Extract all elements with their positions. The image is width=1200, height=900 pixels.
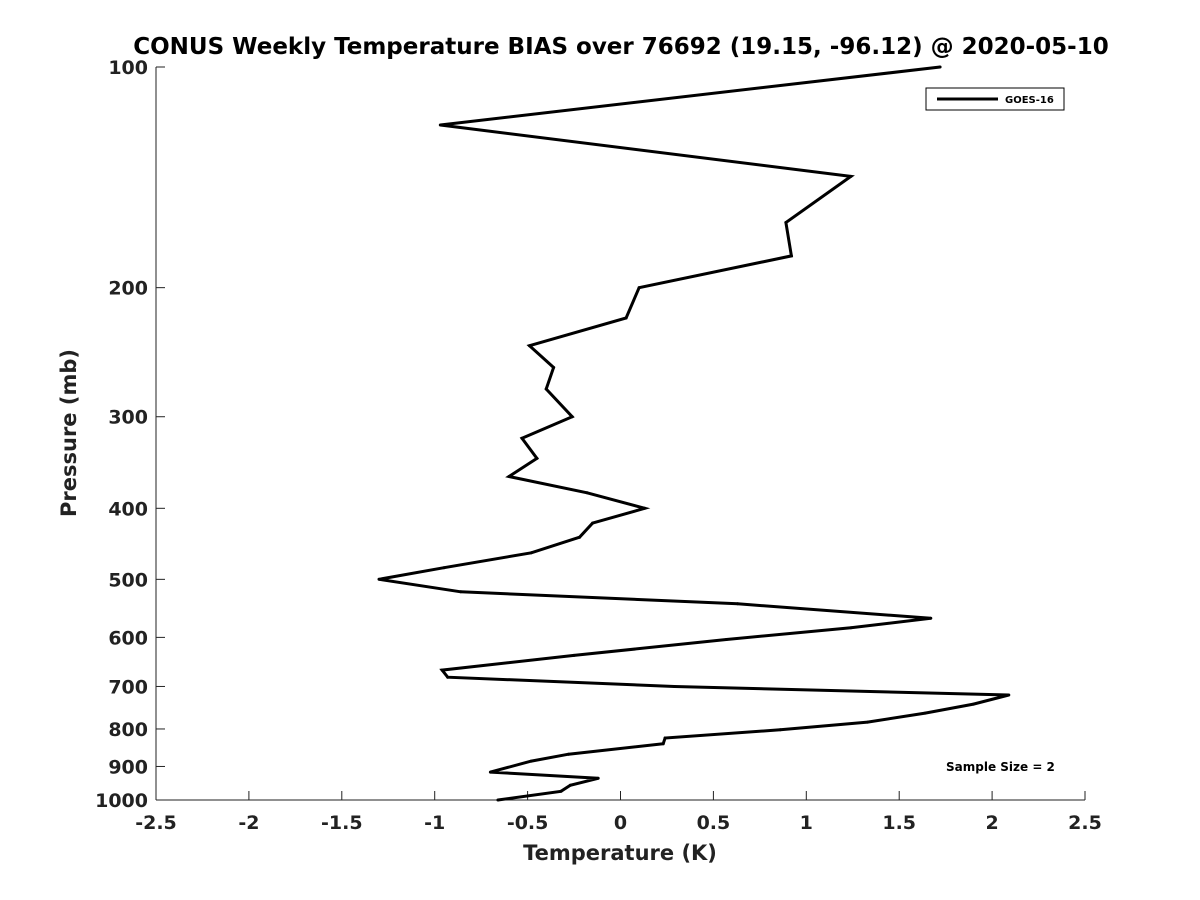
data-point — [578, 535, 582, 539]
y-tick-label: 500 — [108, 569, 148, 591]
data-point — [459, 590, 463, 594]
data-point — [585, 491, 589, 495]
data-point — [568, 783, 572, 787]
y-tick-label: 800 — [108, 719, 148, 741]
data-point — [528, 344, 531, 348]
data-point — [929, 616, 933, 620]
x-tick-label: 0 — [614, 812, 627, 834]
x-tick-label: 2 — [985, 812, 998, 834]
data-point — [938, 65, 942, 69]
x-tick-label: -1.5 — [321, 812, 363, 834]
y-tick-label: 700 — [108, 676, 148, 698]
y-tick-label: 1000 — [95, 790, 148, 812]
data-point — [552, 366, 556, 369]
legend-label: GOES-16 — [1005, 95, 1054, 106]
data-point — [377, 577, 381, 581]
data-point — [637, 286, 641, 290]
data-point — [849, 626, 853, 630]
data-point — [866, 720, 870, 724]
data-point — [438, 123, 442, 127]
data-point — [1007, 693, 1011, 697]
y-tick-label: 600 — [108, 627, 148, 649]
data-point — [724, 638, 728, 641]
x-tick-label: 1 — [800, 812, 813, 834]
data-point — [624, 316, 628, 320]
x-tick-label: 1.5 — [882, 812, 916, 834]
series-group — [377, 65, 1011, 802]
x-axis-label: Temperature (K) — [523, 841, 717, 865]
data-point — [570, 415, 574, 419]
data-point — [596, 776, 600, 780]
chart-title: CONUS Weekly Temperature BIAS over 76692… — [133, 34, 1108, 60]
x-tick-label: -2 — [238, 812, 259, 834]
data-point — [544, 387, 548, 391]
y-tick-label: 300 — [108, 407, 148, 429]
data-point — [972, 702, 975, 706]
x-axis-ticks: -2.5 -2 -1.5 -1 -0.5 0 0.5 1 1.5 2 2.5 — [135, 791, 1102, 834]
data-point — [446, 675, 450, 679]
data-point — [849, 174, 853, 178]
data-point — [535, 456, 539, 460]
plot-area: -2.5 -2 -1.5 -1 -0.5 0 0.5 1 1.5 2 2.5 100 200 300 40… — [95, 57, 1102, 834]
y-tick-label: 100 — [108, 57, 148, 79]
data-point — [672, 685, 676, 688]
data-point — [643, 506, 647, 510]
sample-size-annotation: Sample Size = 2 — [946, 760, 1055, 774]
data-point — [572, 653, 576, 657]
data-point — [591, 521, 595, 525]
data-point — [520, 436, 524, 440]
data-point — [442, 566, 446, 570]
data-point — [529, 759, 533, 763]
data-point — [567, 752, 570, 756]
data-point — [784, 221, 788, 224]
x-tick-label: -1 — [424, 812, 445, 834]
x-tick-label: -2.5 — [135, 812, 177, 834]
data-point — [529, 551, 533, 555]
x-tick-label: 2.5 — [1068, 812, 1102, 834]
x-tick-label: 0.5 — [697, 812, 731, 834]
y-tick-label: 900 — [108, 756, 148, 778]
y-axis-label: Pressure (mb) — [57, 349, 81, 517]
data-point — [559, 789, 563, 793]
x-tick-label: -0.5 — [507, 812, 549, 834]
data-point — [440, 668, 444, 672]
data-point — [923, 711, 927, 715]
data-point — [507, 475, 511, 478]
legend: GOES-16 — [925, 87, 1065, 111]
y-axis-ticks: 100 200 300 400 500 600 700 800 900 1000 — [95, 57, 165, 812]
data-point — [663, 736, 667, 740]
data-point — [496, 798, 500, 802]
y-tick-label: 400 — [108, 498, 148, 520]
y-tick-label: 200 — [108, 278, 148, 300]
data-point — [661, 742, 665, 746]
data-point — [789, 254, 793, 258]
data-point — [488, 770, 492, 774]
data-point — [778, 728, 782, 732]
data-point — [736, 602, 740, 606]
